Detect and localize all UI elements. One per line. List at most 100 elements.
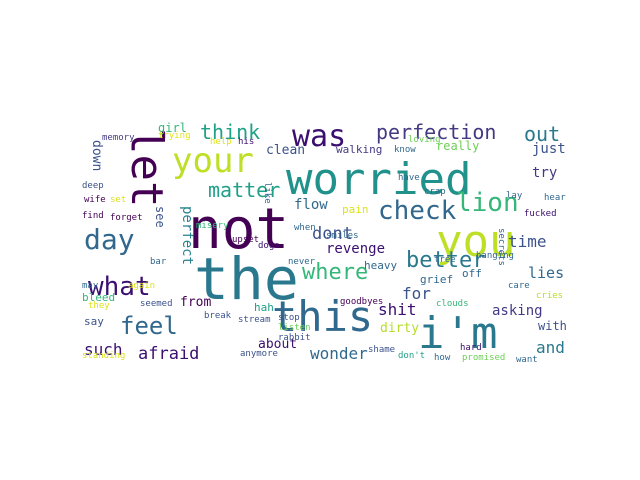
cloud-word: lion <box>456 188 519 218</box>
cloud-word: promised <box>462 353 506 363</box>
cloud-word: where <box>302 260 369 285</box>
cloud-word: break <box>204 311 232 321</box>
cloud-word: pain <box>342 203 369 216</box>
cloud-word: smiles <box>326 231 359 241</box>
cloud-word: off <box>462 267 482 280</box>
cloud-word: help <box>210 137 232 147</box>
cloud-word: out <box>524 122 561 146</box>
cloud-word: wonder <box>310 344 368 363</box>
cloud-word: listen <box>278 323 311 333</box>
cloud-word: lay <box>506 191 523 201</box>
cloud-word: asking <box>492 303 543 319</box>
cloud-word: hard <box>460 343 482 353</box>
cloud-word: the <box>194 245 299 313</box>
cloud-word: such <box>84 340 123 359</box>
cloud-word: shit <box>378 300 417 319</box>
cloud-word: afraid <box>138 344 200 364</box>
cloud-word: care <box>508 281 530 291</box>
cloud-word: think <box>200 120 261 144</box>
cloud-word: perfect <box>179 206 195 266</box>
cloud-word: your <box>172 141 254 181</box>
cloud-word: misery <box>196 221 229 231</box>
cloud-word: secrets <box>496 228 506 266</box>
cloud-word: about <box>258 337 298 352</box>
cloud-word: find <box>82 211 104 221</box>
cloud-word: see <box>153 206 167 228</box>
cloud-word: upset <box>232 235 260 245</box>
cloud-word: memory <box>102 133 135 143</box>
cloud-word: have <box>398 173 420 183</box>
cloud-word: cries <box>536 291 564 301</box>
cloud-word: loving <box>408 135 441 145</box>
cloud-word: revenge <box>326 241 386 257</box>
cloud-word: heavy <box>364 259 398 272</box>
cloud-word: deep <box>82 181 104 191</box>
cloud-word: forget <box>110 213 143 223</box>
cloud-word: you <box>436 216 516 267</box>
cloud-word: standing <box>82 351 126 361</box>
cloud-word: dirty <box>380 321 420 336</box>
cloud-word: tree <box>434 255 456 265</box>
cloud-word: say <box>84 315 104 328</box>
cloud-word: perfection <box>376 120 497 144</box>
cloud-word: day <box>84 223 135 256</box>
cloud-word: walking <box>336 143 383 156</box>
cloud-word: grief <box>420 273 454 286</box>
cloud-word: anymore <box>240 349 278 359</box>
cloud-word: just <box>532 141 566 157</box>
cloud-word: was <box>292 119 347 154</box>
cloud-word: they <box>88 301 110 311</box>
cloud-word: don't <box>398 351 426 361</box>
cloud-word: hear <box>544 193 566 203</box>
cloud-word: crap <box>424 187 446 197</box>
cloud-word: stop <box>278 313 300 323</box>
cloud-word: how <box>434 353 451 363</box>
cloud-word: like <box>262 182 272 204</box>
cloud-word: flow <box>294 197 328 213</box>
cloud-word: wife <box>84 195 106 205</box>
cloud-word: clouds <box>436 299 469 309</box>
cloud-word: goodbyes <box>340 297 384 307</box>
cloud-word: i'm <box>418 308 498 359</box>
cloud-word: what <box>88 272 151 302</box>
word-cloud: the not worried you this i'm your let was check da… <box>80 118 567 368</box>
cloud-word: bleed <box>82 291 116 304</box>
cloud-word: fucked <box>524 209 557 219</box>
cloud-word: hanging <box>476 251 514 261</box>
cloud-word: time <box>508 232 547 251</box>
cloud-word: from <box>180 295 212 310</box>
cloud-word: again <box>128 281 156 291</box>
cloud-word: worried <box>286 154 472 205</box>
cloud-word: rabbit <box>278 333 311 343</box>
cloud-word: lies <box>528 264 565 282</box>
cloud-word: this <box>272 292 374 341</box>
cloud-word: bar <box>150 257 167 267</box>
cloud-word: trying <box>158 131 191 141</box>
cloud-word: and <box>536 338 565 357</box>
cloud-word: for <box>402 284 431 303</box>
cloud-word: his <box>238 137 255 147</box>
cloud-word: know <box>394 145 416 155</box>
cloud-word: not <box>188 197 290 262</box>
cloud-word: with <box>538 319 567 333</box>
cloud-word: better <box>406 248 486 273</box>
cloud-word: seemed <box>140 299 173 309</box>
cloud-word: matter <box>208 178 281 202</box>
cloud-word: girl <box>158 121 187 135</box>
cloud-word: really <box>436 139 480 153</box>
cloud-word: clean <box>266 143 306 158</box>
cloud-word: try <box>532 165 558 181</box>
cloud-word: down <box>89 140 104 172</box>
cloud-word: stream <box>238 315 271 325</box>
cloud-word: never <box>288 257 316 267</box>
cloud-word: feel <box>120 312 178 340</box>
cloud-word: when <box>294 223 316 233</box>
cloud-word: dogs <box>258 241 280 251</box>
cloud-word: set <box>110 195 127 205</box>
cloud-word: shame <box>368 345 396 355</box>
cloud-word: hah <box>254 301 274 314</box>
cloud-word: may <box>82 281 99 291</box>
cloud-word: check <box>378 196 457 226</box>
cloud-word: want <box>516 355 538 365</box>
cloud-word: dont <box>312 224 353 244</box>
